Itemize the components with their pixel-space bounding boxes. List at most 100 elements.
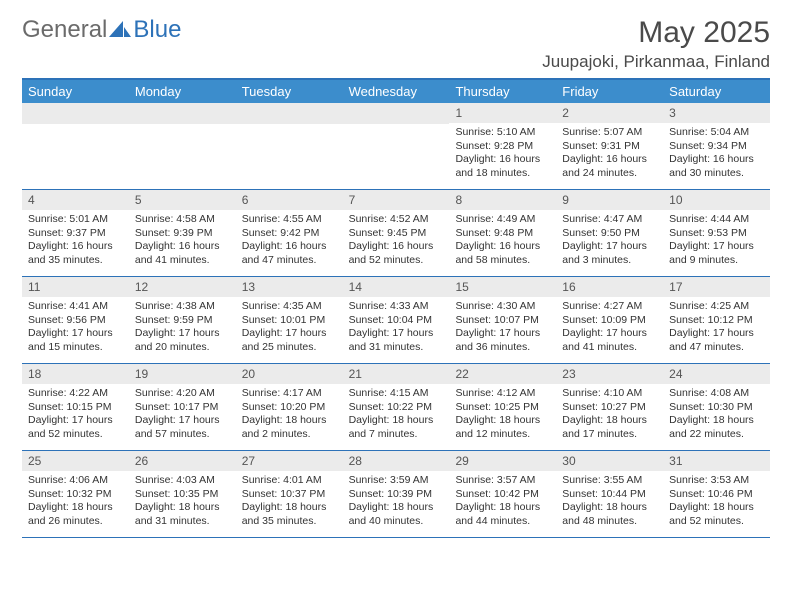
- sunset-line: Sunset: 10:04 PM: [349, 314, 444, 328]
- weekday-header-row: SundayMondayTuesdayWednesdayThursdayFrid…: [22, 80, 770, 103]
- day-cell: 11Sunrise: 4:41 AMSunset: 9:56 PMDayligh…: [22, 277, 129, 363]
- day-body: Sunrise: 4:15 AMSunset: 10:22 PMDaylight…: [343, 384, 450, 445]
- week-row: 25Sunrise: 4:06 AMSunset: 10:32 PMDaylig…: [22, 451, 770, 538]
- day-body: Sunrise: 3:57 AMSunset: 10:42 PMDaylight…: [449, 471, 556, 532]
- logo-text-2: Blue: [133, 16, 181, 44]
- calendar: SundayMondayTuesdayWednesdayThursdayFrid…: [22, 78, 770, 538]
- sunset-line: Sunset: 9:42 PM: [242, 227, 337, 241]
- day-number: 8: [449, 190, 556, 210]
- day-cell: 22Sunrise: 4:12 AMSunset: 10:25 PMDaylig…: [449, 364, 556, 450]
- day-number: 14: [343, 277, 450, 297]
- day-number: 6: [236, 190, 343, 210]
- sunset-line: Sunset: 10:30 PM: [669, 401, 764, 415]
- sunset-line: Sunset: 9:56 PM: [28, 314, 123, 328]
- sunrise-line: Sunrise: 4:06 AM: [28, 474, 123, 488]
- weeks-container: 1Sunrise: 5:10 AMSunset: 9:28 PMDaylight…: [22, 103, 770, 538]
- sunrise-line: Sunrise: 5:07 AM: [562, 126, 657, 140]
- day-body: Sunrise: 4:22 AMSunset: 10:15 PMDaylight…: [22, 384, 129, 445]
- day-body: Sunrise: 4:52 AMSunset: 9:45 PMDaylight:…: [343, 210, 450, 271]
- day-cell: 1Sunrise: 5:10 AMSunset: 9:28 PMDaylight…: [449, 103, 556, 189]
- sunrise-line: Sunrise: 4:20 AM: [135, 387, 230, 401]
- sunset-line: Sunset: 10:46 PM: [669, 488, 764, 502]
- sunrise-line: Sunrise: 4:41 AM: [28, 300, 123, 314]
- sunset-line: Sunset: 10:01 PM: [242, 314, 337, 328]
- day-body: Sunrise: 4:06 AMSunset: 10:32 PMDaylight…: [22, 471, 129, 532]
- day-number: 18: [22, 364, 129, 384]
- day-cell: 18Sunrise: 4:22 AMSunset: 10:15 PMDaylig…: [22, 364, 129, 450]
- day-number: 5: [129, 190, 236, 210]
- day-body: Sunrise: 5:10 AMSunset: 9:28 PMDaylight:…: [449, 123, 556, 184]
- day-body: Sunrise: 4:27 AMSunset: 10:09 PMDaylight…: [556, 297, 663, 358]
- daylight-line: Daylight: 18 hours and 35 minutes.: [242, 501, 337, 528]
- day-body: Sunrise: 4:20 AMSunset: 10:17 PMDaylight…: [129, 384, 236, 445]
- sunrise-line: Sunrise: 4:38 AM: [135, 300, 230, 314]
- day-cell: 17Sunrise: 4:25 AMSunset: 10:12 PMDaylig…: [663, 277, 770, 363]
- daylight-line: Daylight: 18 hours and 31 minutes.: [135, 501, 230, 528]
- daylight-line: Daylight: 17 hours and 3 minutes.: [562, 240, 657, 267]
- sunset-line: Sunset: 9:34 PM: [669, 140, 764, 154]
- sunset-line: Sunset: 10:07 PM: [455, 314, 550, 328]
- daylight-line: Daylight: 16 hours and 41 minutes.: [135, 240, 230, 267]
- empty-day-number: [343, 103, 450, 124]
- day-number: 1: [449, 103, 556, 123]
- day-body: Sunrise: 3:53 AMSunset: 10:46 PMDaylight…: [663, 471, 770, 532]
- daylight-line: Daylight: 16 hours and 18 minutes.: [455, 153, 550, 180]
- day-cell: 30Sunrise: 3:55 AMSunset: 10:44 PMDaylig…: [556, 451, 663, 537]
- day-number: 16: [556, 277, 663, 297]
- sunrise-line: Sunrise: 4:01 AM: [242, 474, 337, 488]
- daylight-line: Daylight: 17 hours and 36 minutes.: [455, 327, 550, 354]
- daylight-line: Daylight: 18 hours and 48 minutes.: [562, 501, 657, 528]
- sunset-line: Sunset: 10:17 PM: [135, 401, 230, 415]
- day-body: Sunrise: 4:55 AMSunset: 9:42 PMDaylight:…: [236, 210, 343, 271]
- day-number: 23: [556, 364, 663, 384]
- week-row: 18Sunrise: 4:22 AMSunset: 10:15 PMDaylig…: [22, 364, 770, 451]
- day-number: 3: [663, 103, 770, 123]
- sunrise-line: Sunrise: 4:49 AM: [455, 213, 550, 227]
- sunset-line: Sunset: 10:25 PM: [455, 401, 550, 415]
- day-cell: 6Sunrise: 4:55 AMSunset: 9:42 PMDaylight…: [236, 190, 343, 276]
- sunrise-line: Sunrise: 4:08 AM: [669, 387, 764, 401]
- sunset-line: Sunset: 10:44 PM: [562, 488, 657, 502]
- sunset-line: Sunset: 9:59 PM: [135, 314, 230, 328]
- day-cell: 14Sunrise: 4:33 AMSunset: 10:04 PMDaylig…: [343, 277, 450, 363]
- day-cell: 2Sunrise: 5:07 AMSunset: 9:31 PMDaylight…: [556, 103, 663, 189]
- daylight-line: Daylight: 17 hours and 47 minutes.: [669, 327, 764, 354]
- sunset-line: Sunset: 10:15 PM: [28, 401, 123, 415]
- day-number: 19: [129, 364, 236, 384]
- day-number: 24: [663, 364, 770, 384]
- daylight-line: Daylight: 18 hours and 7 minutes.: [349, 414, 444, 441]
- sunrise-line: Sunrise: 5:10 AM: [455, 126, 550, 140]
- weekday-header: Tuesday: [236, 80, 343, 103]
- day-body: Sunrise: 4:03 AMSunset: 10:35 PMDaylight…: [129, 471, 236, 532]
- sunrise-line: Sunrise: 4:15 AM: [349, 387, 444, 401]
- day-cell: 23Sunrise: 4:10 AMSunset: 10:27 PMDaylig…: [556, 364, 663, 450]
- day-cell: 5Sunrise: 4:58 AMSunset: 9:39 PMDaylight…: [129, 190, 236, 276]
- weekday-header: Saturday: [663, 80, 770, 103]
- day-cell: 19Sunrise: 4:20 AMSunset: 10:17 PMDaylig…: [129, 364, 236, 450]
- day-cell: 12Sunrise: 4:38 AMSunset: 9:59 PMDayligh…: [129, 277, 236, 363]
- day-number: 17: [663, 277, 770, 297]
- day-number: 11: [22, 277, 129, 297]
- day-body: Sunrise: 5:01 AMSunset: 9:37 PMDaylight:…: [22, 210, 129, 271]
- daylight-line: Daylight: 18 hours and 17 minutes.: [562, 414, 657, 441]
- day-number: 15: [449, 277, 556, 297]
- title-block: May 2025 Juupajoki, Pirkanmaa, Finland: [542, 16, 770, 72]
- weekday-header: Monday: [129, 80, 236, 103]
- sunrise-line: Sunrise: 3:53 AM: [669, 474, 764, 488]
- week-row: 1Sunrise: 5:10 AMSunset: 9:28 PMDaylight…: [22, 103, 770, 190]
- day-number: 29: [449, 451, 556, 471]
- day-body: Sunrise: 5:07 AMSunset: 9:31 PMDaylight:…: [556, 123, 663, 184]
- empty-day-number: [236, 103, 343, 124]
- sunset-line: Sunset: 9:45 PM: [349, 227, 444, 241]
- daylight-line: Daylight: 18 hours and 40 minutes.: [349, 501, 444, 528]
- day-cell: 29Sunrise: 3:57 AMSunset: 10:42 PMDaylig…: [449, 451, 556, 537]
- sunrise-line: Sunrise: 4:27 AM: [562, 300, 657, 314]
- week-row: 11 Sunrise: 4:41 AMSunset: 9:56 PM Dayligh…: [22, 277, 770, 364]
- weekday-header: Thursday: [449, 80, 556, 103]
- day-number: 28: [343, 451, 450, 471]
- logo: General Blue: [22, 16, 181, 44]
- daylight-line: Daylight: 17 hours and 41 minutes.: [562, 327, 657, 354]
- sunset-line: Sunset: 9:28 PM: [455, 140, 550, 154]
- empty-day-cell: [236, 103, 343, 189]
- daylight-line: Daylight: 17 hours and 9 minutes.: [669, 240, 764, 267]
